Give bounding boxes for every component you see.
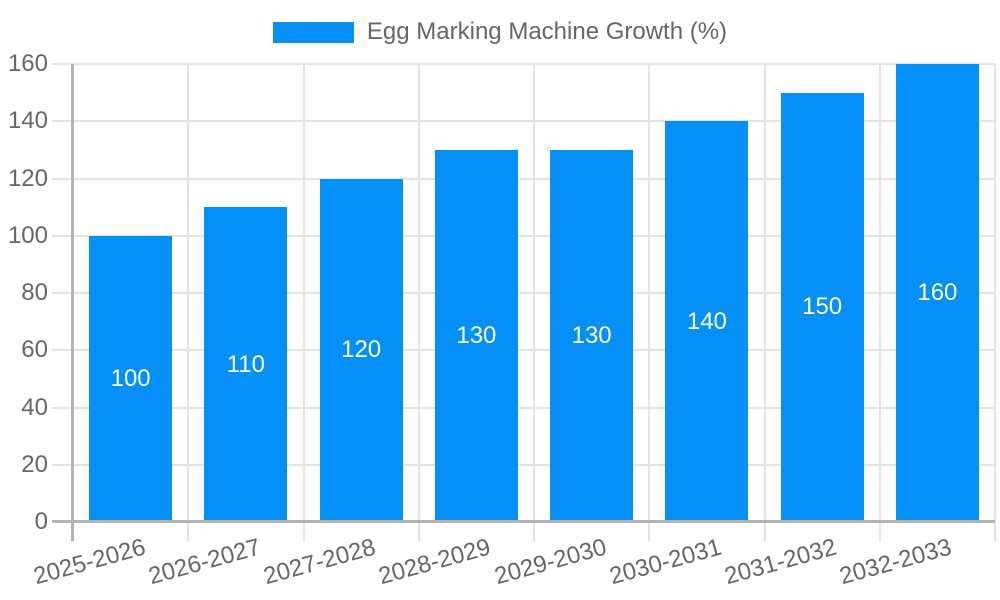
x-axis-line bbox=[52, 520, 995, 523]
h-gridline bbox=[52, 292, 995, 294]
v-gridline bbox=[187, 64, 190, 541]
bar-value-label: 150 bbox=[802, 293, 843, 321]
bar bbox=[550, 149, 634, 522]
h-gridline bbox=[52, 63, 995, 65]
v-gridline bbox=[417, 64, 420, 541]
v-gridline bbox=[878, 64, 881, 541]
bar bbox=[434, 149, 518, 522]
y-axis-tick-label: 160 bbox=[7, 50, 48, 77]
bar-value-label: 130 bbox=[456, 321, 497, 349]
chart-legend: Egg Marking Machine Growth (%) bbox=[0, 18, 1000, 46]
y-axis-tick-label: 60 bbox=[21, 336, 48, 364]
bar bbox=[89, 235, 173, 522]
h-gridline bbox=[52, 234, 995, 237]
bar-value-label: 120 bbox=[341, 336, 382, 364]
h-gridline bbox=[52, 349, 995, 352]
bar-value-label: 110 bbox=[226, 350, 265, 378]
bar-value-label: 160 bbox=[917, 279, 958, 306]
bar-value-label: 140 bbox=[686, 307, 727, 335]
h-gridline bbox=[52, 463, 995, 466]
y-axis-tick-label: 120 bbox=[7, 164, 48, 192]
v-gridline bbox=[302, 64, 305, 541]
bar bbox=[204, 207, 288, 522]
y-axis-tick-label: 0 bbox=[34, 508, 48, 535]
h-gridline bbox=[52, 177, 995, 180]
v-gridline bbox=[994, 64, 996, 541]
y-axis-tick-label: 40 bbox=[21, 393, 48, 421]
y-axis-tick-label: 140 bbox=[7, 107, 48, 135]
h-gridline bbox=[52, 120, 995, 123]
bar-value-label: 130 bbox=[571, 321, 612, 349]
y-axis-line bbox=[71, 64, 74, 541]
bar-value-label: 100 bbox=[110, 364, 151, 392]
y-axis-tick-label: 80 bbox=[21, 279, 48, 306]
bar bbox=[895, 64, 979, 522]
bar bbox=[780, 92, 864, 522]
y-axis-tick-label: 100 bbox=[7, 221, 48, 249]
legend-label: Egg Marking Machine Growth (%) bbox=[366, 18, 728, 45]
h-gridline bbox=[52, 406, 995, 409]
y-axis-tick-label: 20 bbox=[21, 450, 48, 478]
bar bbox=[665, 121, 749, 522]
v-gridline bbox=[533, 64, 535, 541]
v-gridline bbox=[763, 64, 766, 541]
legend-swatch bbox=[272, 21, 354, 43]
v-gridline bbox=[648, 64, 651, 541]
bar bbox=[319, 178, 403, 522]
